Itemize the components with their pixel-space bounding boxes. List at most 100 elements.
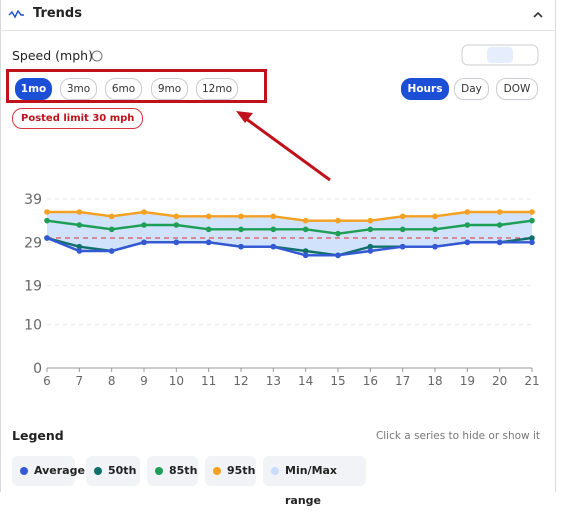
point xyxy=(141,209,147,215)
point xyxy=(335,217,341,224)
point xyxy=(141,239,147,246)
x-tick-label: 8 xyxy=(108,374,116,388)
legend-item[interactable]: Average xyxy=(12,456,85,486)
x-tick-label: 12 xyxy=(233,374,248,388)
point xyxy=(335,252,341,259)
point xyxy=(108,226,115,233)
legend-swatch xyxy=(213,467,221,475)
grouping-button[interactable]: DOW xyxy=(496,78,538,100)
point xyxy=(205,213,212,220)
point xyxy=(108,248,115,254)
legend-item[interactable]: 50th xyxy=(86,456,140,486)
point xyxy=(529,209,535,215)
y-tick-label: 19 xyxy=(24,279,42,295)
point xyxy=(399,243,406,250)
point xyxy=(76,222,83,228)
point xyxy=(432,226,438,233)
page: 0 10 19 29 39 6 7 8 9 10 11 12 13 14 15 16 17 18 19 20 21 Tr… xyxy=(0,0,556,507)
point xyxy=(44,209,50,215)
x-tick-label: 17 xyxy=(395,374,410,388)
point xyxy=(302,248,309,254)
legend-label: Average xyxy=(34,464,85,477)
x-tick-label: 10 xyxy=(169,374,184,388)
point xyxy=(302,226,309,233)
section-title: Trends xyxy=(33,6,82,21)
point xyxy=(108,213,115,220)
legend-swatch xyxy=(271,467,279,475)
legend-label: 50th xyxy=(108,464,137,477)
x-tick-label: 14 xyxy=(298,374,313,388)
point xyxy=(432,243,438,250)
point xyxy=(529,217,535,224)
series-line xyxy=(47,210,532,222)
point xyxy=(270,213,277,220)
point xyxy=(464,222,471,228)
point xyxy=(205,239,212,246)
y-tick-label: 10 xyxy=(24,318,42,334)
point xyxy=(496,209,503,215)
y-tick-label: 0 xyxy=(33,361,42,377)
y-tick-label: 39 xyxy=(24,192,42,208)
grouping-button[interactable]: Hours xyxy=(401,78,449,100)
chart-canvas: 0 10 19 29 39 6 7 8 9 10 11 12 13 14 15 16 17 18 19 20 21 xyxy=(0,0,556,492)
x-tick-label: 15 xyxy=(330,374,345,388)
collapse-chevron[interactable] xyxy=(533,11,543,18)
series-line xyxy=(46,236,532,257)
point xyxy=(496,239,503,246)
point xyxy=(367,243,374,250)
point xyxy=(76,248,83,254)
legend-swatch xyxy=(20,467,28,475)
period-button[interactable]: 3mo xyxy=(60,78,97,100)
x-tick-label: 18 xyxy=(427,374,442,388)
x-tick-label: 6 xyxy=(43,374,51,388)
point xyxy=(367,248,374,254)
legend-item[interactable]: 85th xyxy=(147,456,198,486)
point xyxy=(238,213,244,220)
point xyxy=(432,213,438,220)
view-selected xyxy=(487,47,513,63)
point xyxy=(496,222,503,228)
legend-item[interactable]: 95th xyxy=(205,456,256,486)
period-button[interactable]: 9mo xyxy=(151,78,188,100)
info-icon[interactable] xyxy=(91,50,103,62)
point xyxy=(464,239,471,246)
point xyxy=(367,217,374,224)
x-tick-label: 21 xyxy=(524,374,539,388)
point xyxy=(141,222,147,228)
x-tick-label: 11 xyxy=(201,374,216,388)
legend-label: 85th xyxy=(169,464,198,477)
point xyxy=(529,239,535,246)
x-tick-label: 13 xyxy=(266,374,281,388)
period-button[interactable]: 12mo xyxy=(196,78,238,100)
legend-swatch xyxy=(155,467,163,475)
x-tick-label: 19 xyxy=(460,374,475,388)
point xyxy=(302,252,309,259)
x-tick-label: 9 xyxy=(140,374,148,388)
point xyxy=(238,243,244,250)
period-button[interactable]: 6mo xyxy=(105,78,142,100)
legend-hint: Click a series to hide or show it xyxy=(375,430,540,442)
arrow-head xyxy=(236,111,253,123)
limit-badge: Posted limit 30 mph xyxy=(12,108,144,129)
point xyxy=(367,226,374,233)
point xyxy=(44,217,50,224)
series-line xyxy=(46,219,533,235)
point xyxy=(76,209,83,215)
point xyxy=(173,213,180,220)
x-tick-label: 16 xyxy=(363,374,378,388)
trends-icon xyxy=(8,9,24,19)
x-tick-label: 20 xyxy=(492,374,507,388)
legend-item[interactable]: Min/Max range xyxy=(263,456,366,507)
point xyxy=(173,222,180,228)
point xyxy=(270,243,277,250)
point xyxy=(464,209,471,215)
annotation-arrow xyxy=(244,116,331,182)
grouping-button[interactable]: Day xyxy=(454,78,489,100)
legend-label: Min/Max range xyxy=(285,464,338,507)
point xyxy=(302,217,309,224)
point xyxy=(529,235,535,241)
point xyxy=(270,226,277,233)
period-button[interactable]: 1mo xyxy=(15,78,52,100)
point xyxy=(173,239,180,246)
point xyxy=(238,226,244,233)
